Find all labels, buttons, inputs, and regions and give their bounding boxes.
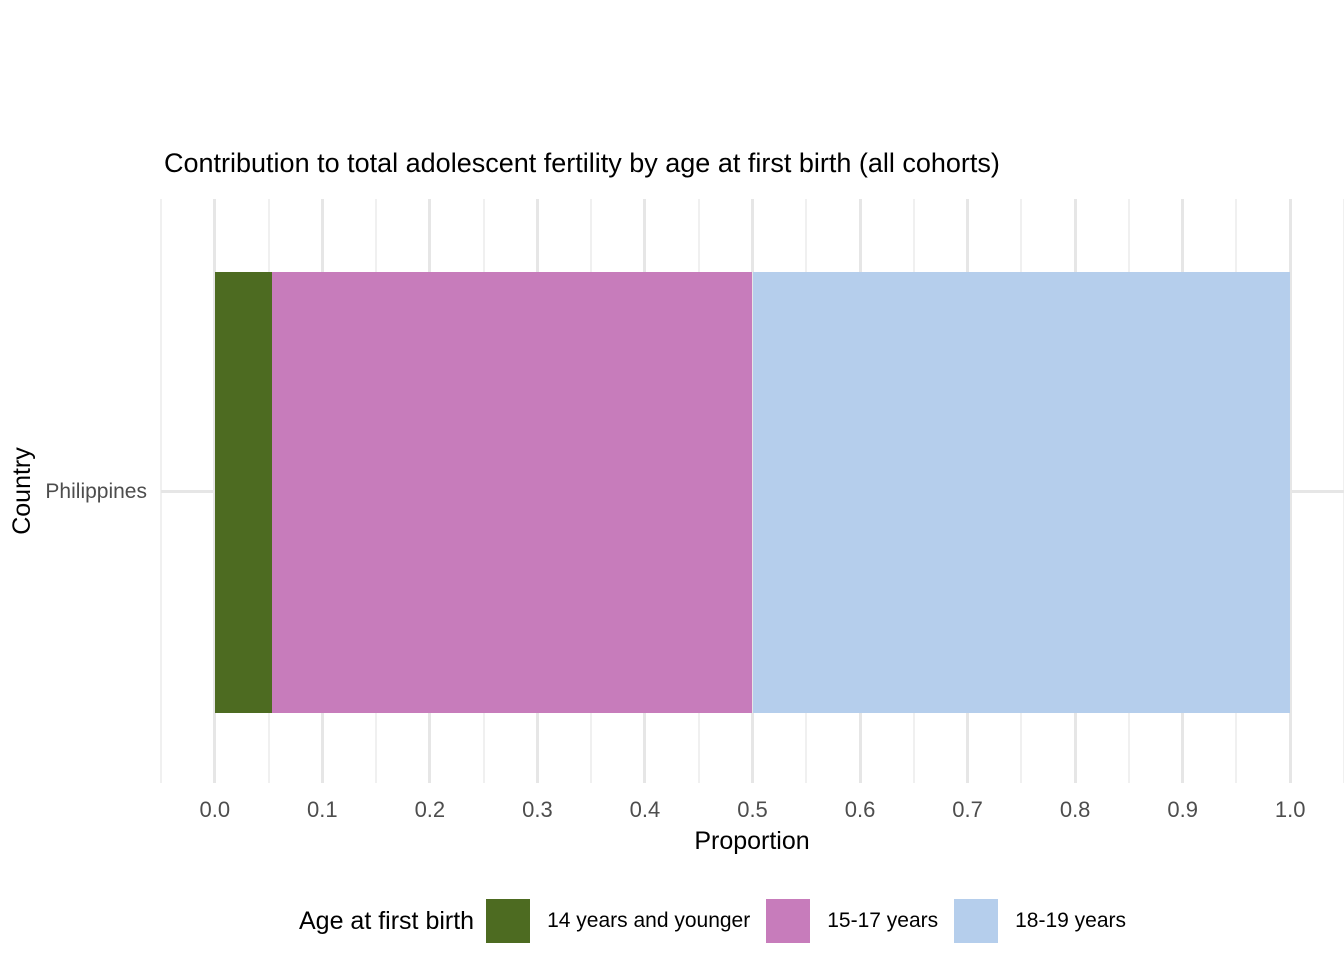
- bar-segment-14-years-and-younger: [214, 272, 272, 713]
- x-axis-title: Proportion: [694, 827, 810, 855]
- legend-title: Age at first birth: [299, 906, 475, 935]
- x-tick-label: 0.9: [1167, 797, 1198, 822]
- y-tick-label-philippines: Philippines: [45, 480, 147, 503]
- legend-item-15-17-years: 15-17 years: [766, 899, 938, 943]
- plot-panel: [160, 199, 1344, 783]
- x-tick-label: 0.3: [522, 797, 553, 822]
- legend-swatch: [766, 899, 811, 943]
- legend-item-label: 15-17 years: [827, 909, 939, 932]
- x-tick-label: 0.6: [844, 797, 876, 822]
- x-tick-label: 0.7: [952, 797, 983, 822]
- x-tick-label: 0.2: [414, 797, 446, 822]
- legend: Age at first birth 14 years and younger 1…: [299, 897, 1142, 945]
- legend-item-18-19-years: 18-19 years: [954, 899, 1126, 943]
- x-tick-label: 1.0: [1274, 797, 1306, 822]
- legend-swatch: [954, 899, 999, 943]
- legend-item-14-years-and-younger: 14 years and younger: [486, 899, 750, 943]
- legend-item-label: 14 years and younger: [547, 909, 751, 932]
- legend-swatch: [486, 899, 531, 943]
- x-tick-label: 0.1: [307, 797, 338, 822]
- legend-item-label: 18-19 years: [1015, 909, 1127, 932]
- x-tick-label: 0.4: [629, 797, 661, 822]
- bar-segment-18-19-years: [752, 272, 1291, 713]
- x-tick-label: 0.8: [1059, 797, 1091, 822]
- x-tick-label: 0.5: [737, 797, 768, 822]
- x-tick-label: 0.0: [199, 797, 231, 822]
- bar-segment-15-17-years: [271, 272, 753, 713]
- chart-title: Contribution to total adolescent fertili…: [164, 148, 1000, 178]
